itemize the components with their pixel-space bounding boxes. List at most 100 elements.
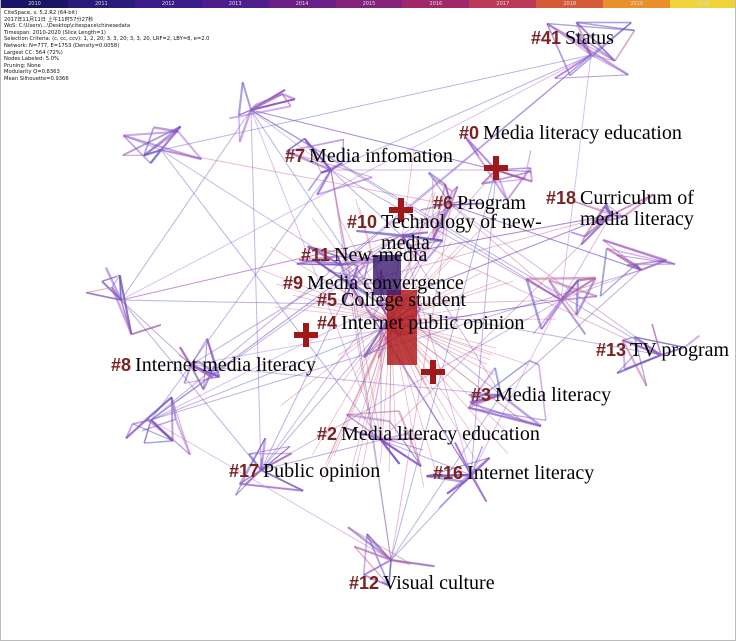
edge bbox=[247, 453, 262, 471]
timeline-year: 2012 bbox=[134, 0, 202, 8]
timeline-year: 2019 bbox=[603, 0, 671, 8]
edge bbox=[330, 169, 382, 441]
edge bbox=[190, 364, 502, 396]
edge bbox=[250, 109, 382, 441]
edge bbox=[122, 134, 152, 164]
edge bbox=[468, 407, 547, 422]
edge bbox=[560, 295, 598, 301]
cluster-id: #41 bbox=[531, 28, 562, 48]
edge bbox=[160, 149, 382, 441]
edge bbox=[281, 93, 296, 101]
cluster-name: TV program bbox=[630, 339, 730, 361]
edge bbox=[351, 319, 392, 467]
edge bbox=[400, 234, 472, 476]
timeline-year: 2017 bbox=[469, 0, 537, 8]
edge bbox=[616, 254, 676, 265]
edge bbox=[261, 269, 392, 321]
edge bbox=[546, 22, 635, 32]
edge bbox=[141, 418, 177, 432]
cluster-name: Media infomation bbox=[309, 145, 453, 167]
edge bbox=[202, 338, 208, 390]
summary-line: Largest CC: 564 (72%) bbox=[4, 49, 63, 56]
cluster-name: Media literacy bbox=[495, 384, 612, 406]
edge bbox=[614, 29, 636, 62]
summary-line: WoS: C:\Users\...\Desktop\citespace\chin… bbox=[4, 23, 131, 30]
edge bbox=[150, 204, 452, 421]
cluster-id: #9 bbox=[283, 273, 304, 293]
edge bbox=[427, 171, 434, 179]
cluster-label: #2 Media literacy education bbox=[317, 424, 540, 446]
edge bbox=[120, 234, 402, 301]
edge bbox=[350, 284, 364, 309]
edge bbox=[390, 394, 502, 561]
cluster-label: #13 TV program bbox=[596, 340, 729, 362]
edge bbox=[307, 245, 372, 260]
timeline-year: 2015 bbox=[335, 0, 403, 8]
edge bbox=[438, 481, 466, 509]
cluster-id: #10 bbox=[347, 212, 378, 232]
summary-line: Nodes Labeled: 5.0% bbox=[4, 56, 59, 63]
edge bbox=[538, 364, 547, 421]
edge bbox=[330, 169, 352, 286]
edge bbox=[123, 130, 179, 137]
edge bbox=[275, 283, 392, 321]
edge bbox=[481, 178, 525, 185]
edge bbox=[118, 274, 133, 335]
edge bbox=[470, 169, 497, 476]
edge bbox=[340, 264, 502, 396]
edge bbox=[363, 574, 390, 587]
edge bbox=[170, 397, 177, 420]
edge bbox=[450, 204, 642, 271]
edge bbox=[602, 238, 667, 262]
edge bbox=[160, 149, 452, 206]
edge bbox=[120, 299, 262, 471]
cluster-name: Internet media literacy bbox=[135, 354, 317, 376]
edge bbox=[110, 286, 133, 335]
edge bbox=[560, 54, 592, 301]
edge bbox=[320, 168, 332, 174]
edge bbox=[354, 545, 392, 561]
cluster-id: #17 bbox=[229, 461, 260, 481]
edge bbox=[307, 172, 322, 192]
cluster-label: #7 Media infomation bbox=[285, 146, 453, 168]
cluster-label: #0 Media literacy education bbox=[459, 123, 682, 145]
summary-line: Selection Criteria: (c, cc, ccv): 1, 2, … bbox=[4, 36, 210, 43]
summary-line: CiteSpace, v. 5.2.R2 (64-bit) bbox=[4, 10, 78, 16]
edge bbox=[424, 239, 444, 263]
edge bbox=[150, 234, 402, 421]
edge bbox=[495, 169, 525, 180]
edge bbox=[390, 169, 497, 561]
edge bbox=[293, 294, 392, 321]
edge bbox=[190, 329, 382, 366]
edge bbox=[575, 32, 616, 62]
edge bbox=[390, 204, 452, 561]
edge bbox=[469, 401, 473, 405]
edge bbox=[660, 346, 685, 356]
edge bbox=[599, 248, 608, 297]
edge bbox=[305, 304, 392, 321]
edge bbox=[403, 231, 429, 237]
cluster-label: #16 Internet literacy bbox=[433, 463, 594, 485]
edges bbox=[86, 21, 701, 587]
hub-node bbox=[373, 255, 401, 295]
edge bbox=[554, 54, 592, 80]
edge bbox=[366, 319, 392, 396]
cluster-id: #12 bbox=[349, 573, 380, 593]
edge bbox=[340, 54, 592, 266]
cluster-name: College student bbox=[341, 289, 467, 311]
edge bbox=[380, 439, 472, 476]
edge bbox=[330, 169, 392, 561]
edge bbox=[131, 324, 162, 336]
summary-line: Timespan: 2010-2020 (Slice Length=1) bbox=[4, 29, 106, 36]
edge bbox=[481, 170, 532, 185]
edge bbox=[238, 109, 253, 143]
edge bbox=[311, 217, 392, 321]
edge bbox=[104, 267, 123, 301]
edge bbox=[170, 397, 174, 441]
edge bbox=[153, 126, 179, 133]
edge bbox=[150, 54, 592, 421]
summary-line: Network: N=777, E=1753 (Density=0.0058) bbox=[4, 42, 120, 49]
cluster-id: #11 bbox=[301, 245, 331, 265]
